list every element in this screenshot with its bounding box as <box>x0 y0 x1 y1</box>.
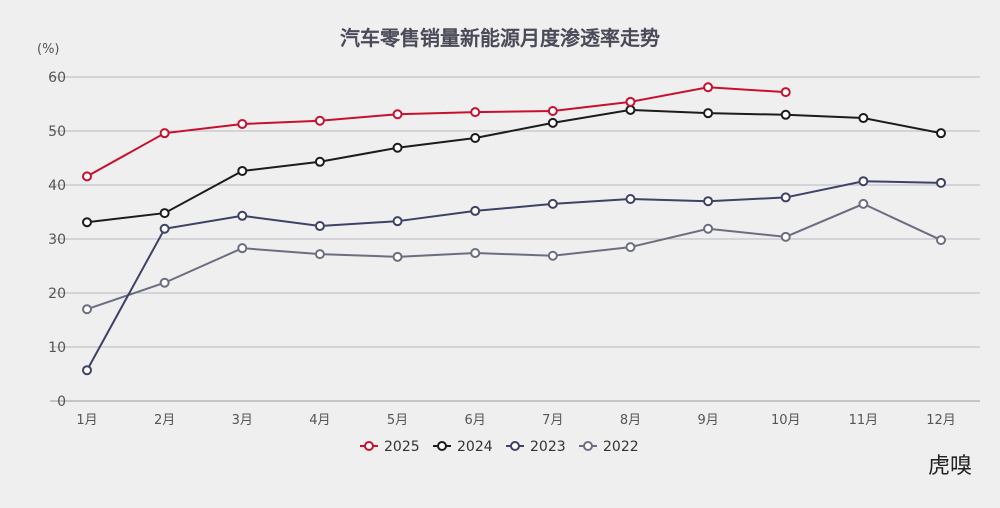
data-point-2022 <box>703 223 714 234</box>
data-point-2024 <box>703 108 714 119</box>
y-tick-label: 20 <box>48 286 66 302</box>
y-tick-label: 0 <box>57 394 66 410</box>
legend-label-2024: 2024 <box>457 439 493 455</box>
data-point-2024 <box>82 217 92 228</box>
y-tick-label: 30 <box>48 232 66 248</box>
data-point-2022 <box>82 304 92 315</box>
series-line-2022 <box>86 202 942 311</box>
x-tick-label: 4月 <box>309 413 330 428</box>
data-point-2022 <box>314 249 325 260</box>
data-point-2025 <box>82 171 92 182</box>
data-point-2024 <box>936 128 946 139</box>
data-point-2023 <box>547 198 558 209</box>
y-tick-label: 60 <box>48 70 66 86</box>
data-point-2025 <box>625 96 636 107</box>
x-tick-label: 7月 <box>542 413 563 428</box>
y-tick-label: 50 <box>48 124 66 140</box>
data-point-2022 <box>858 198 869 209</box>
data-point-2023 <box>703 196 714 207</box>
data-point-2024 <box>159 208 170 219</box>
data-point-2022 <box>470 248 481 259</box>
series-line-2024 <box>86 108 942 224</box>
data-point-2022 <box>392 251 403 262</box>
data-point-2022 <box>547 250 558 261</box>
x-tick-label: 12月 <box>926 413 956 428</box>
data-point-2024 <box>470 133 481 144</box>
chart-title: 汽车零售销量新能源月度渗透率走势 <box>340 26 660 50</box>
data-point-2024 <box>547 117 558 128</box>
data-point-2024 <box>314 156 325 167</box>
x-tick-label: 2月 <box>154 413 175 428</box>
data-point-2024 <box>392 142 403 153</box>
data-point-2023 <box>936 177 946 188</box>
data-point-2023 <box>780 192 791 203</box>
data-point-2023 <box>392 216 403 227</box>
y-tick-label: 10 <box>48 340 66 356</box>
data-point-2022 <box>780 231 791 242</box>
legend-label-2022: 2022 <box>603 439 639 455</box>
data-point-2023 <box>159 223 170 234</box>
data-point-2025 <box>314 115 325 126</box>
legend-label-2023: 2023 <box>530 439 566 455</box>
data-point-2023 <box>858 176 869 187</box>
data-point-2024 <box>237 165 248 176</box>
legend-marker-2025 <box>364 441 374 451</box>
data-point-2022 <box>936 235 946 246</box>
series-line-2025 <box>86 86 786 178</box>
data-point-2025 <box>780 87 791 98</box>
data-point-2022 <box>625 242 636 253</box>
series-line-2023 <box>86 180 942 371</box>
x-tick-label: 5月 <box>387 413 408 428</box>
y-tick-label: 40 <box>48 178 66 194</box>
data-point-2024 <box>780 109 791 120</box>
data-point-2025 <box>237 118 248 129</box>
huxiu-logo: 虎嗅 <box>928 454 973 479</box>
data-point-2025 <box>392 109 403 120</box>
legend-marker-2023 <box>510 441 520 451</box>
legend-marker-2022 <box>583 441 593 451</box>
data-point-2025 <box>547 106 558 117</box>
data-point-2022 <box>159 277 170 288</box>
data-point-2023 <box>82 365 92 376</box>
data-point-2023 <box>470 205 481 216</box>
data-point-2024 <box>625 104 636 115</box>
x-tick-label: 6月 <box>465 413 486 428</box>
data-point-2023 <box>314 221 325 232</box>
x-tick-label: 10月 <box>771 413 801 428</box>
data-point-2025 <box>703 82 714 93</box>
x-tick-label: 11月 <box>849 413 879 428</box>
data-point-2023 <box>237 210 248 221</box>
data-point-2025 <box>470 107 481 118</box>
x-tick-label: 8月 <box>620 413 641 428</box>
x-tick-label: 1月 <box>76 413 97 428</box>
legend-label-2025: 2025 <box>384 439 420 455</box>
data-point-2022 <box>237 243 248 254</box>
x-tick-label: 3月 <box>232 413 253 428</box>
data-point-2024 <box>858 113 869 124</box>
legend-marker-2024 <box>437 441 447 451</box>
x-tick-label: 9月 <box>697 413 718 428</box>
data-point-2025 <box>159 128 170 139</box>
y-axis-label: (%) <box>37 42 60 57</box>
data-point-2023 <box>625 194 636 205</box>
